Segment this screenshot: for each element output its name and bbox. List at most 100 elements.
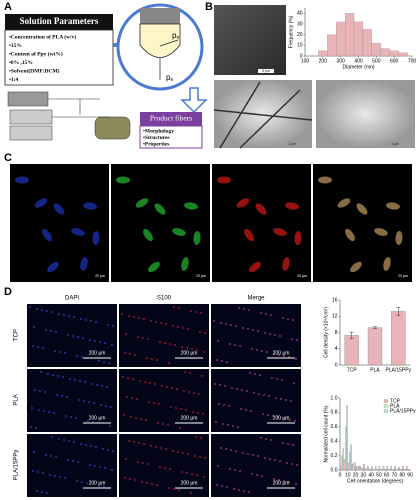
histogram-bar <box>380 48 390 57</box>
cell <box>199 456 201 458</box>
cell <box>146 482 148 484</box>
cell <box>149 382 151 384</box>
histogram-bar <box>341 455 343 471</box>
x-axis-label: Cell orientation (degrees) <box>347 478 403 484</box>
cell <box>188 391 190 393</box>
histogram-bar <box>407 469 409 471</box>
histogram-bar <box>351 464 354 471</box>
fluorescence-image <box>27 304 117 367</box>
scale-label: 200 μm <box>273 350 290 356</box>
cell <box>177 326 179 328</box>
cell <box>155 321 157 323</box>
cell <box>96 384 98 386</box>
cell <box>250 410 252 412</box>
cell <box>36 308 38 310</box>
cell <box>164 342 166 344</box>
cell <box>293 382 295 384</box>
scale-label: 1 μm <box>391 142 399 146</box>
row-label: PLA/15PPy <box>14 450 20 481</box>
cell <box>158 403 160 405</box>
cell <box>256 474 258 476</box>
cell <box>195 311 197 313</box>
cell <box>248 491 250 493</box>
cell <box>264 332 266 334</box>
cell <box>189 372 191 374</box>
cell <box>229 343 231 345</box>
cell <box>142 337 144 339</box>
arrow <box>180 87 208 114</box>
cell <box>90 445 92 447</box>
cell <box>86 482 88 484</box>
output-items: •Morphology•Structures•Properties <box>143 128 174 147</box>
cell <box>284 418 286 420</box>
histogram-bar <box>400 469 403 471</box>
histogram-bar <box>386 466 389 471</box>
cell <box>271 377 273 379</box>
cell <box>190 310 192 312</box>
cell <box>154 203 166 215</box>
cell <box>82 337 84 339</box>
panel-label: D <box>4 286 12 298</box>
panel-c-images: 20 μm 20 μm 20 μm 20 μm <box>10 164 412 282</box>
x-tick-label: PLA/15PPy <box>386 367 412 373</box>
histogram-bar <box>387 469 390 471</box>
cell <box>274 334 276 336</box>
histogram-bar <box>358 466 360 471</box>
param: •15% <box>9 43 22 49</box>
cell <box>51 436 53 438</box>
cell <box>216 359 218 361</box>
x-tick-label: 500 <box>372 58 381 64</box>
histogram-bar <box>376 469 378 471</box>
histogram-bar <box>389 469 391 471</box>
cell <box>101 385 103 387</box>
y-tick-label: 12 <box>332 314 338 320</box>
fluorescence-image <box>119 304 209 367</box>
cell <box>47 261 59 273</box>
cell <box>295 483 297 485</box>
y-tick-label: 10 <box>297 43 303 49</box>
histogram-bar <box>342 448 344 471</box>
cell <box>39 390 41 392</box>
cell <box>128 440 130 442</box>
cell <box>192 411 194 413</box>
param: •1:4 <box>9 77 19 83</box>
cell <box>180 408 182 410</box>
cell <box>173 488 175 490</box>
histogram-bar <box>350 444 352 471</box>
collector <box>94 116 131 140</box>
cell <box>81 481 83 483</box>
cell <box>204 457 206 459</box>
cell <box>62 376 64 378</box>
fluorescence-image <box>119 369 209 432</box>
y-tick-label: 16 <box>332 297 338 303</box>
cell <box>70 416 72 418</box>
cell <box>260 312 262 314</box>
legend-swatch <box>383 399 389 403</box>
histogram-bar <box>403 469 405 471</box>
histogram-bar <box>354 462 356 471</box>
histogram-bar <box>336 21 346 57</box>
cell <box>175 407 177 409</box>
cell <box>229 468 231 470</box>
cell <box>224 385 226 387</box>
cell <box>35 427 37 429</box>
cell <box>283 480 285 482</box>
y-tick-label: 0.2 <box>331 453 338 459</box>
cell <box>281 379 283 381</box>
cell <box>266 351 268 353</box>
bar <box>344 335 359 366</box>
cell <box>337 198 351 208</box>
histogram-bar <box>398 467 400 471</box>
x-tick-label: 90 <box>407 472 413 478</box>
histogram-bar <box>398 52 408 57</box>
cell <box>85 444 87 446</box>
cell <box>80 257 88 271</box>
y-tick-label: 30 <box>297 21 303 27</box>
cell <box>191 348 193 350</box>
cell <box>247 453 249 455</box>
cell <box>356 203 368 215</box>
cell <box>85 319 87 321</box>
histogram-bar <box>360 467 363 471</box>
histogram-bar <box>377 469 379 471</box>
